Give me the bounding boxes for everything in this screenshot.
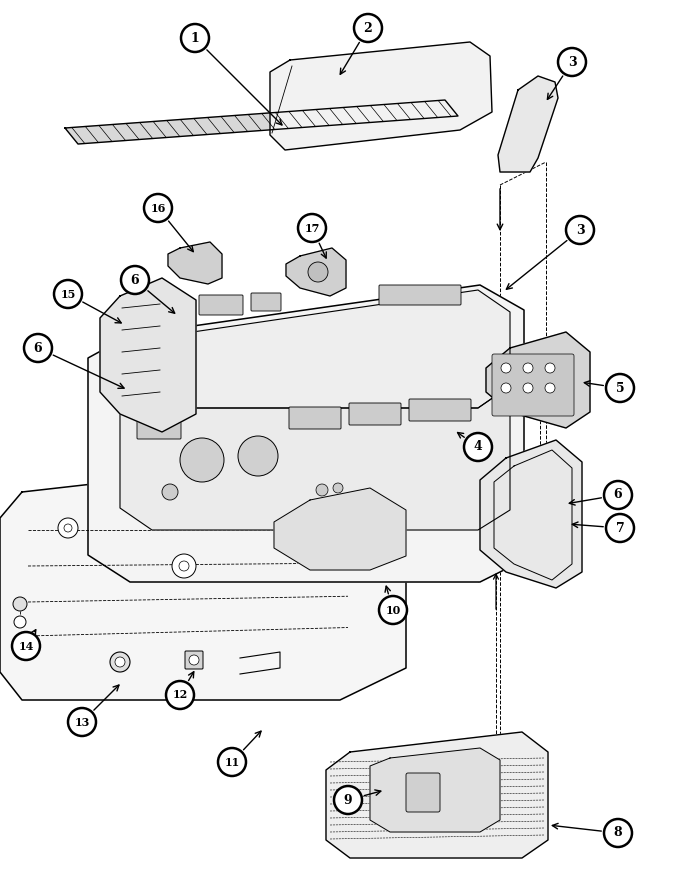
Polygon shape [486, 332, 590, 428]
Circle shape [115, 657, 125, 667]
Text: 6: 6 [613, 488, 622, 502]
Circle shape [566, 216, 594, 244]
Circle shape [523, 383, 533, 393]
Circle shape [604, 481, 632, 509]
Circle shape [501, 363, 511, 373]
Circle shape [14, 616, 26, 628]
Circle shape [144, 194, 172, 222]
Text: 10: 10 [386, 605, 401, 615]
Polygon shape [120, 386, 510, 530]
Polygon shape [120, 290, 510, 408]
Text: 17: 17 [305, 222, 320, 233]
Text: 6: 6 [131, 273, 139, 287]
FancyBboxPatch shape [199, 295, 243, 315]
Text: 8: 8 [613, 827, 622, 839]
Circle shape [162, 484, 178, 500]
Text: 2: 2 [364, 21, 373, 35]
FancyBboxPatch shape [289, 407, 341, 429]
FancyBboxPatch shape [185, 651, 203, 669]
Circle shape [501, 383, 511, 393]
Circle shape [308, 262, 328, 282]
Circle shape [24, 334, 52, 362]
Circle shape [379, 596, 407, 624]
Circle shape [172, 554, 196, 578]
Circle shape [58, 518, 78, 538]
FancyBboxPatch shape [379, 285, 461, 305]
Circle shape [523, 363, 533, 373]
Circle shape [121, 266, 149, 294]
Circle shape [298, 214, 326, 242]
FancyBboxPatch shape [137, 413, 181, 439]
Text: 15: 15 [61, 288, 75, 299]
FancyBboxPatch shape [492, 354, 574, 416]
Circle shape [218, 748, 246, 776]
Polygon shape [480, 440, 582, 588]
Circle shape [13, 597, 27, 611]
Circle shape [464, 433, 492, 461]
Circle shape [606, 514, 634, 542]
Text: 14: 14 [18, 640, 34, 652]
Circle shape [180, 438, 224, 482]
Circle shape [54, 280, 82, 308]
Circle shape [545, 363, 555, 373]
Text: 3: 3 [568, 55, 577, 69]
Polygon shape [498, 76, 558, 172]
Polygon shape [88, 285, 524, 582]
Polygon shape [274, 488, 406, 570]
Polygon shape [100, 278, 196, 432]
FancyBboxPatch shape [409, 399, 471, 421]
Text: 13: 13 [74, 716, 90, 728]
Text: 4: 4 [474, 440, 482, 454]
Circle shape [334, 786, 362, 814]
Circle shape [604, 819, 632, 847]
FancyBboxPatch shape [349, 403, 401, 425]
Text: 3: 3 [576, 223, 584, 237]
Polygon shape [0, 456, 406, 700]
Circle shape [354, 14, 382, 42]
Text: 11: 11 [224, 756, 239, 767]
FancyBboxPatch shape [406, 773, 440, 812]
FancyBboxPatch shape [251, 293, 281, 311]
Circle shape [189, 655, 199, 665]
Text: 12: 12 [172, 689, 188, 700]
Circle shape [110, 652, 130, 672]
Circle shape [333, 483, 343, 493]
Polygon shape [270, 42, 492, 150]
Text: 7: 7 [615, 522, 624, 535]
Text: 5: 5 [615, 381, 624, 395]
Circle shape [179, 561, 189, 571]
Polygon shape [65, 100, 458, 144]
Circle shape [238, 436, 278, 476]
Circle shape [316, 484, 328, 496]
Polygon shape [286, 248, 346, 296]
Text: 1: 1 [190, 31, 199, 45]
Polygon shape [326, 732, 548, 858]
Circle shape [181, 24, 209, 52]
Polygon shape [370, 748, 500, 832]
Circle shape [558, 48, 586, 76]
Circle shape [166, 681, 194, 709]
Polygon shape [168, 242, 222, 284]
Text: 16: 16 [150, 203, 166, 213]
Text: 9: 9 [343, 794, 352, 806]
FancyBboxPatch shape [134, 299, 194, 323]
Circle shape [545, 383, 555, 393]
Circle shape [606, 374, 634, 402]
Circle shape [64, 524, 72, 532]
Circle shape [12, 632, 40, 660]
Text: 6: 6 [34, 341, 42, 355]
Circle shape [68, 708, 96, 736]
